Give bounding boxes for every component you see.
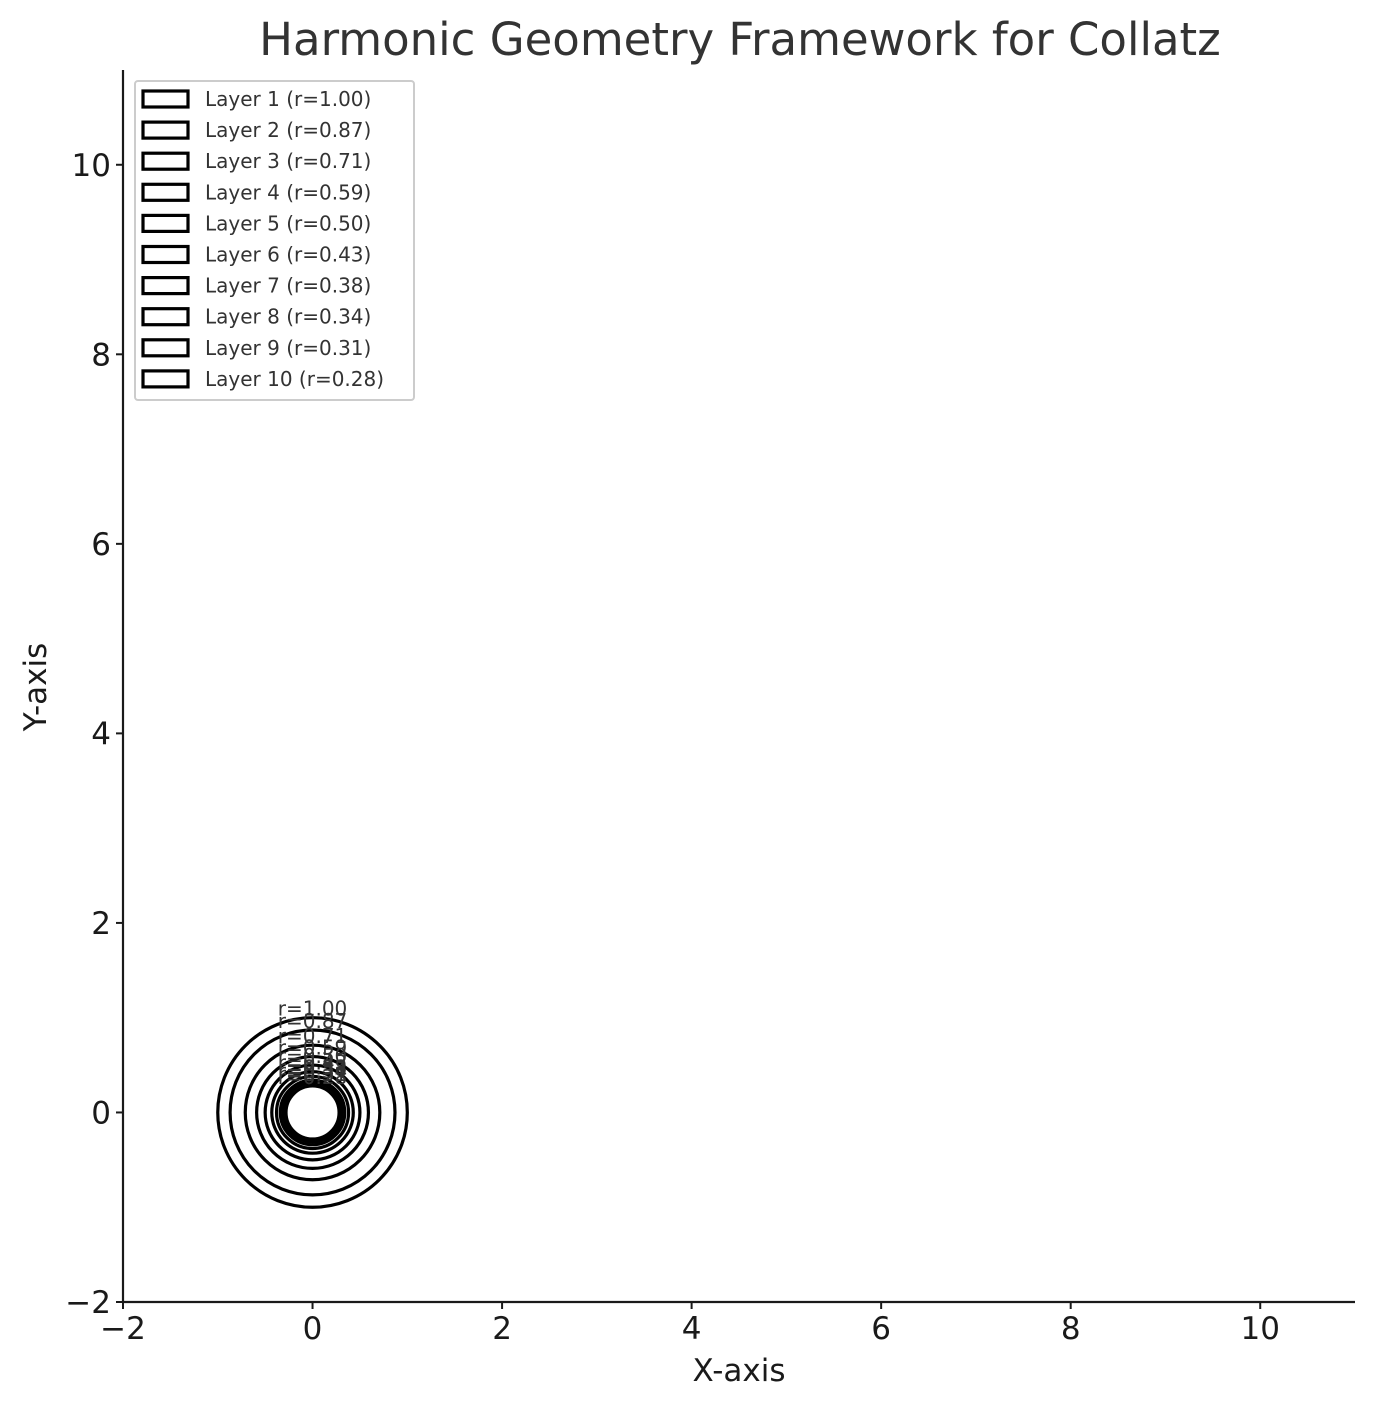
legend-label-layer-8: Layer 8 (r=0.34): [205, 305, 371, 329]
y-tick-label-6: 10: [72, 148, 111, 184]
ring-label-layer-8: r=0.34: [278, 1059, 348, 1083]
legend-swatch-layer-2: [141, 120, 190, 140]
ring-label-layer-6: r=0.43: [278, 1051, 348, 1075]
ring-layer-3: [243, 1043, 382, 1182]
x-tick-label-0: −2: [100, 1311, 146, 1347]
x-tick-label-5: 8: [1061, 1311, 1081, 1347]
x-tick-label-1: 0: [303, 1311, 323, 1347]
y-tick-label-3: 4: [91, 716, 111, 752]
ring-label-layer-10: r=0.28: [278, 1065, 348, 1089]
ring-layer-7: [274, 1074, 351, 1151]
legend-swatch-layer-9: [141, 338, 190, 358]
y-tick-label-4: 6: [91, 527, 111, 563]
legend-label-layer-7: Layer 7 (r=0.38): [205, 274, 371, 298]
ring-label-layer-4: r=0.59: [278, 1036, 348, 1060]
x-tick-label-4: 6: [871, 1311, 891, 1347]
ring-labels-group: r=1.00r=0.87r=0.71r=0.59r=0.50r=0.43r=0.…: [278, 997, 348, 1089]
legend: Layer 1 (r=1.00) Layer 2 (r=0.87) Layer 3 …: [134, 80, 415, 401]
legend-label-layer-5: Layer 5 (r=0.50): [205, 211, 371, 235]
ring-layer-9: [281, 1081, 344, 1144]
legend-label-layer-3: Layer 3 (r=0.71): [205, 149, 371, 173]
x-tick-label-6: 10: [1241, 1311, 1280, 1347]
x-tick-label-3: 4: [682, 1311, 702, 1347]
ring-layer-8: [278, 1078, 347, 1147]
ring-layer-5: [263, 1063, 362, 1162]
ring-label-layer-7: r=0.38: [278, 1055, 348, 1079]
legend-label-layer-4: Layer 4 (r=0.59): [205, 180, 371, 204]
ring-layer-6: [270, 1070, 355, 1155]
ring-label-layer-2: r=0.87: [278, 1009, 348, 1033]
ring-layer-2: [228, 1028, 397, 1197]
legend-label-layer-1: Layer 1 (r=1.00): [205, 87, 371, 111]
y-tick-label-2: 2: [91, 906, 111, 942]
y-tick-label-1: 0: [91, 1095, 111, 1131]
legend-swatch-layer-7: [141, 276, 190, 296]
rings-group: [216, 1016, 409, 1209]
legend-swatch-layer-6: [141, 244, 190, 265]
legend-swatch-layer-3: [141, 151, 190, 171]
axes-group: −2 0 2 4 6 8 10 −2 0 2 4 6 8 10: [65, 70, 1355, 1347]
ring-layer-10: [284, 1084, 341, 1141]
ring-layer-4: [255, 1054, 371, 1170]
y-tick-label-0: −2: [65, 1285, 111, 1321]
ring-layer-1: [216, 1016, 409, 1209]
legend-swatch-layer-10: [141, 369, 190, 389]
legend-swatch-layer-1: [141, 89, 190, 109]
ring-label-layer-9: r=0.31: [278, 1062, 348, 1086]
x-axis-label: X-axis: [693, 1353, 786, 1389]
legend-label-layer-10: Layer 10 (r=0.28): [205, 367, 384, 391]
legend-swatch-layer-4: [141, 182, 190, 202]
y-axis-label: Y-axis: [18, 643, 54, 733]
legend-label-layer-9: Layer 9 (r=0.31): [205, 336, 371, 360]
ring-label-layer-1: r=1.00: [278, 997, 348, 1021]
ring-label-layer-5: r=0.50: [278, 1044, 348, 1068]
legend-label-layer-6: Layer 6 (r=0.43): [205, 243, 371, 267]
ring-label-layer-3: r=0.71: [278, 1024, 348, 1048]
legend-label-layer-2: Layer 2 (r=0.87): [205, 118, 371, 142]
y-tick-label-5: 8: [91, 337, 111, 373]
legend-swatch-layer-5: [141, 213, 190, 233]
chart-title: Harmonic Geometry Framework for Collatz: [259, 13, 1221, 66]
legend-swatch-layer-8: [141, 307, 190, 327]
x-tick-label-2: 2: [492, 1311, 512, 1347]
legend-frame: [134, 80, 415, 401]
